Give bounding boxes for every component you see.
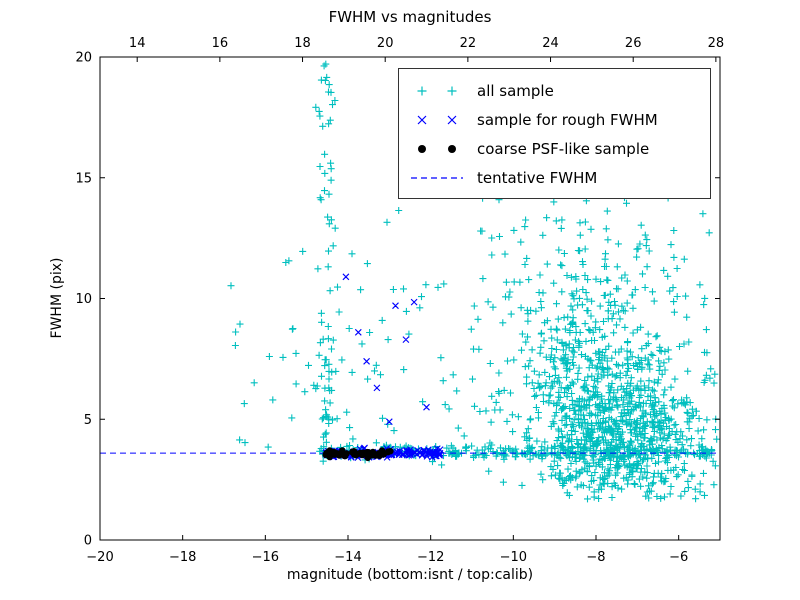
svg-text:−20: −20 (86, 550, 113, 565)
svg-text:5: 5 (84, 413, 92, 428)
x-axis-label: magnitude (bottom:isnt / top:calib) (286, 567, 534, 583)
legend: all sample sample for rough FWHM coarse … (398, 68, 711, 199)
x-marker-icon (409, 112, 465, 128)
svg-text:20: 20 (377, 36, 394, 51)
legend-label-all-sample: all sample (477, 81, 554, 100)
dashed-line-icon (409, 170, 465, 186)
svg-text:16: 16 (212, 36, 229, 51)
svg-text:26: 26 (625, 36, 642, 51)
svg-text:−18: −18 (169, 550, 196, 565)
dot-marker-icon (409, 141, 465, 157)
svg-text:14: 14 (129, 36, 146, 51)
legend-entry-all-sample: all sample (409, 76, 700, 105)
svg-text:10: 10 (75, 292, 92, 307)
plus-marker-icon (409, 83, 465, 99)
svg-text:24: 24 (542, 36, 559, 51)
legend-label-rough-fwhm: sample for rough FWHM (477, 110, 658, 129)
svg-text:−14: −14 (334, 550, 361, 565)
svg-text:0: 0 (84, 534, 92, 549)
legend-entry-tentative-fwhm: tentative FWHM (409, 163, 700, 192)
legend-label-psf-sample: coarse PSF-like sample (477, 139, 650, 158)
svg-text:22: 22 (460, 36, 477, 51)
svg-text:20: 20 (75, 51, 92, 66)
svg-text:−16: −16 (252, 550, 279, 565)
y-axis-label: FWHM (pix) (49, 257, 65, 339)
chart-title: FWHM vs magnitudes (328, 8, 492, 26)
svg-text:18: 18 (294, 36, 311, 51)
svg-text:28: 28 (708, 36, 725, 51)
svg-text:−12: −12 (417, 550, 444, 565)
legend-entry-rough-fwhm: sample for rough FWHM (409, 105, 700, 134)
svg-text:−10: −10 (500, 550, 527, 565)
svg-text:−6: −6 (669, 550, 688, 565)
legend-label-tentative-fwhm: tentative FWHM (477, 168, 598, 187)
svg-text:15: 15 (75, 171, 92, 186)
svg-text:−8: −8 (586, 550, 605, 565)
legend-entry-psf-sample: coarse PSF-like sample (409, 134, 700, 163)
